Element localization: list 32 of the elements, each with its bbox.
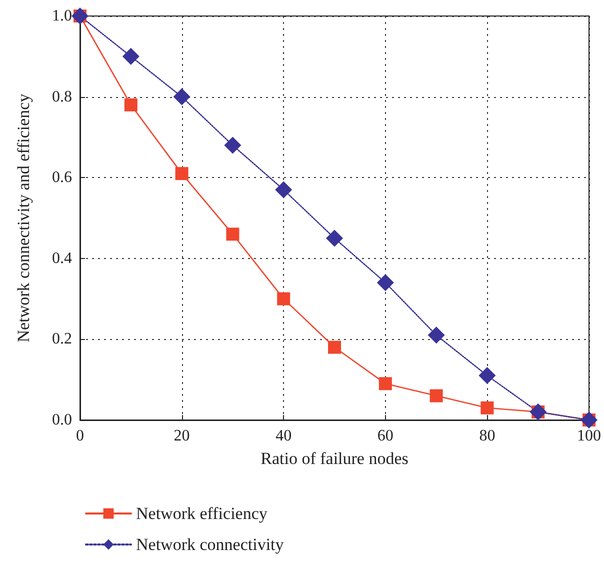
- point: [173, 88, 190, 106]
- x-tick-label: 60: [377, 428, 394, 444]
- point: [122, 48, 140, 65]
- x-tick-label: 100: [577, 428, 601, 444]
- x-tick-label: 0: [76, 428, 84, 444]
- point: [275, 181, 292, 198]
- x-tick-label: 80: [479, 428, 496, 444]
- y-axis-title: Network connectivity and efficiency: [14, 93, 33, 342]
- y-tick-label: 1.0: [52, 8, 72, 24]
- point: [328, 340, 341, 354]
- legend-label: Network connectivity: [136, 535, 284, 554]
- y-tick-label: 0.8: [52, 88, 72, 106]
- x-axis-title: Ratio of failure nodes: [260, 449, 408, 468]
- y-tick-label: 0.2: [52, 330, 72, 348]
- x-tick-label: 20: [174, 428, 190, 444]
- legend-label: Network efficiency: [136, 504, 268, 523]
- point: [480, 401, 494, 414]
- y-tick-label: 0.6: [52, 169, 72, 186]
- x-tick-label: 40: [276, 428, 292, 444]
- point: [326, 230, 343, 247]
- y-tick-label: 0.0: [52, 412, 72, 428]
- point: [378, 377, 392, 390]
- point: [478, 367, 496, 384]
- y-tick-label: 0.4: [52, 250, 72, 267]
- point: [430, 389, 443, 402]
- point: [175, 167, 188, 180]
- point: [277, 292, 290, 306]
- point: [224, 136, 242, 154]
- point: [226, 228, 240, 241]
- point: [428, 326, 445, 344]
- point: [124, 98, 138, 112]
- point: [376, 274, 394, 292]
